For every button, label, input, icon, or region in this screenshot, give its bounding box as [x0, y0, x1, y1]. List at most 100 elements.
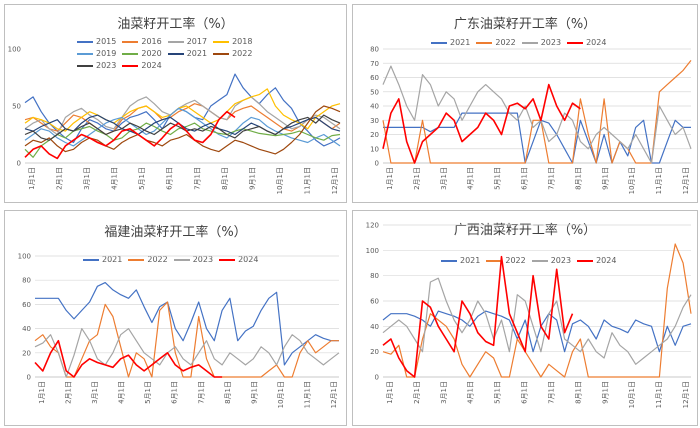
legend-label: 2022: [147, 255, 168, 264]
legend-item-2019: 2019: [77, 49, 116, 58]
legend-label: 2015: [96, 37, 117, 46]
legend-swatch: [486, 259, 503, 262]
legend-swatch: [219, 258, 236, 261]
x-tick-label: 9月1日: [601, 167, 609, 190]
series-line-2023: [382, 277, 692, 365]
legend-swatch: [431, 41, 447, 44]
x-tick-label: 8月1日: [221, 167, 229, 190]
x-tick-label: 12月1日: [330, 381, 338, 408]
legend-item-2023: 2023: [531, 256, 572, 265]
x-tick-label: 2月1日: [413, 167, 421, 190]
legend-label: 2023: [540, 38, 562, 47]
series-line-2024: [34, 339, 223, 378]
x-tick-label: 3月1日: [440, 167, 448, 190]
legend-label: 2016: [141, 37, 162, 46]
legend-swatch: [441, 259, 457, 262]
chart-svg: 0 20 40 60 80 100 120 1月1日 2月1日 3月1日 4月1日 5月1日 6月1日 7…: [366, 222, 692, 408]
series-line-2022: [34, 301, 339, 378]
legend-item-2021: 2021: [431, 38, 470, 47]
y-tick-label: 20: [370, 131, 379, 139]
y-tick-label: 60: [22, 301, 31, 309]
y-tick-label: 100: [18, 253, 31, 261]
x-tick-label: 10月1日: [277, 381, 285, 408]
legend-item-2021: 2021: [167, 49, 207, 58]
chart-legend: 2015 2016 2017 2018 2019 2020 2021 2022 2023 2024: [77, 37, 292, 70]
legend-swatch: [122, 52, 139, 55]
series-line-2021: [383, 112, 691, 164]
legend-swatch: [167, 52, 184, 55]
legend-label: 2021: [460, 256, 481, 265]
chart-legend: 2021 2022 2023 2024: [431, 38, 691, 47]
series-line-2018: [24, 88, 341, 132]
x-tick-label: 11月1日: [655, 381, 663, 408]
x-tick-label: 12月1日: [331, 167, 339, 194]
x-tick-label: 11月1日: [303, 167, 311, 194]
x-tick-label: 9月1日: [248, 167, 256, 190]
legend-label: 2018: [232, 37, 253, 46]
x-tick-label: 3月1日: [83, 167, 91, 190]
y-tick-label: 60: [370, 74, 379, 82]
legend-swatch: [77, 52, 93, 55]
series-line-2019: [24, 107, 341, 147]
legend-item-2020: 2020: [122, 49, 162, 58]
x-tick-label: 5月1日: [144, 381, 152, 404]
chart-panel-fujian: 福建油菜籽开工率（%） 2021 2022 2023 2024 0 20 40 60 80 10…: [4, 210, 347, 426]
x-tick-label: 10月1日: [628, 381, 636, 408]
y-tick-label: 120: [366, 222, 379, 230]
y-tick-label: 20: [22, 349, 31, 357]
x-tick-label: 9月1日: [250, 381, 258, 404]
legend-swatch: [128, 258, 145, 261]
legend-swatch: [77, 40, 93, 43]
y-tick-label: 40: [22, 325, 31, 333]
legend-swatch: [83, 258, 99, 261]
y-tick-label: 0: [375, 374, 379, 382]
x-tick-label: 5月1日: [138, 167, 146, 190]
legend-label: 2024: [141, 61, 162, 70]
legend-item-2024: 2024: [567, 38, 606, 47]
legend-swatch: [122, 40, 139, 43]
legend-item-2024: 2024: [219, 255, 258, 264]
legend-label: 2019: [96, 49, 117, 58]
legend-item-2022: 2022: [486, 256, 526, 265]
x-tick-label: 7月1日: [547, 381, 555, 404]
x-tick-label: 12月1日: [682, 167, 690, 194]
legend-label: 2020: [141, 49, 162, 58]
x-tick-label: 6月1日: [171, 381, 179, 404]
x-tick-label: 2月1日: [56, 167, 64, 190]
x-tick-label: 2月1日: [65, 381, 73, 404]
y-tick-label: 60: [370, 298, 379, 306]
chart-svg: 0 50 100 1月1日 2月1日 3月1日 4月1日 5月1日 6月1日 7月1日 8月1日 9月…: [8, 46, 341, 194]
chart-title: 广西油菜籽开工率（%）: [453, 223, 597, 238]
chart-panel-national: 油菜籽开工率（%） 2015 2016 2017 2018 2019 2020 2021 20…: [4, 4, 347, 203]
chart-legend: 2021 2022 2023 2024: [441, 256, 691, 265]
legend-swatch: [476, 41, 493, 44]
legend-label: 2017: [186, 37, 208, 46]
legend-label: 2021: [102, 255, 123, 264]
y-tick-label: 50: [370, 88, 379, 96]
x-tick-label: 7月1日: [197, 381, 205, 404]
x-tick-label: 6月1日: [166, 167, 174, 190]
legend-label: 2022: [232, 49, 253, 58]
series-line-2023: [34, 328, 340, 378]
legend-item-2018: 2018: [213, 37, 252, 46]
x-tick-label: 7月1日: [193, 167, 201, 190]
x-tick-label: 12月1日: [682, 381, 690, 408]
series-line-2022: [382, 60, 692, 164]
x-tick-label: 1月1日: [386, 167, 394, 190]
legend-label: 2023: [550, 256, 572, 265]
series-line-2016: [24, 103, 341, 136]
series-line-2022: [24, 105, 341, 155]
chart-svg: 0 10 20 30 40 50 60 70 80 1月1日 2月1日 3月1日 4月1日 5月1日 6月1…: [370, 46, 692, 194]
x-tick-label: 4月1日: [118, 381, 126, 404]
chart-legend: 2021 2022 2023 2024: [83, 255, 333, 264]
x-tick-label: 9月1日: [601, 381, 609, 404]
legend-swatch: [531, 259, 548, 262]
x-tick-label: 4月1日: [467, 381, 475, 404]
x-tick-label: 4月1日: [111, 167, 119, 190]
legend-swatch: [521, 41, 538, 44]
legend-item-2022: 2022: [128, 255, 168, 264]
x-tick-label: 1月1日: [386, 381, 394, 404]
chart-panel-guangxi: 广西油菜籽开工率（%） 2021 2022 2023 2024 0 20 40 60 80 10…: [352, 210, 698, 426]
x-tick-label: 1月1日: [28, 167, 36, 190]
series-line-2024: [382, 255, 574, 378]
